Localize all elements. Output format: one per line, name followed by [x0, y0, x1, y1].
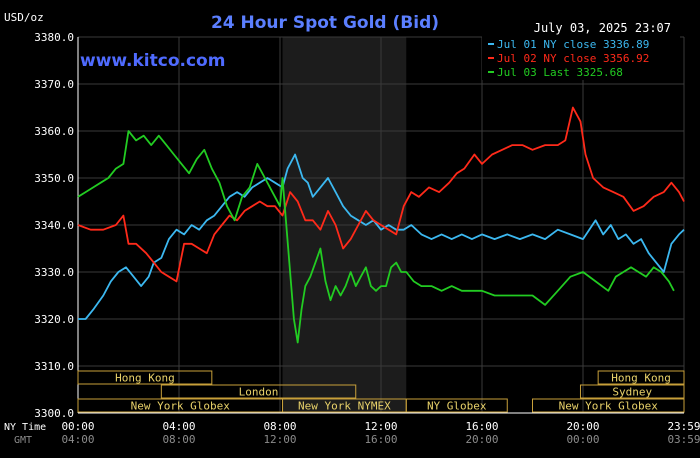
x-tick-label: 00:00 [61, 420, 94, 433]
legend-entry: Jul 02 NY close 3356.92 [497, 52, 649, 65]
x-row-name: GMT [14, 435, 32, 446]
x-tick-label: 04:00 [162, 420, 195, 433]
x-tick-label: 08:00 [162, 433, 195, 446]
session-label: NY Globex [427, 400, 487, 413]
session-label: Sydney [612, 386, 652, 399]
grid-lines [77, 36, 685, 414]
session-label: New York Globex [559, 400, 659, 413]
x-tick-label: 20:00 [566, 420, 599, 433]
session-label: London [239, 386, 279, 399]
x-tick-label: 03:59 [667, 433, 700, 446]
session-box [597, 370, 685, 385]
x-tick-label: 12:00 [364, 420, 397, 433]
legend-background [482, 36, 680, 80]
session-box [77, 370, 213, 385]
y-tick-label: 3340.0 [34, 219, 74, 232]
y-tick-label: 3380.0 [34, 31, 74, 44]
x-tick-label: 20:00 [465, 433, 498, 446]
x-axis-rows: NY Time 00:00 04:00 08:00 12:00 16:00 20:00 23:… [4, 420, 700, 446]
x-tick-label: 04:00 [61, 433, 94, 446]
session-label: Hong Kong [115, 372, 175, 385]
y-tick-label: 3330.0 [34, 266, 74, 279]
x-tick-label: 00:00 [566, 433, 599, 446]
series-line-1 [78, 153, 685, 320]
timestamp: July 03, 2025 23:07 [534, 21, 671, 35]
series-lines [77, 106, 685, 344]
y-tick-label: 3350.0 [34, 172, 74, 185]
x-tick-label: 16:00 [364, 433, 397, 446]
x-tick-label: 08:00 [263, 420, 296, 433]
y-tick-label: 3360.0 [34, 125, 74, 138]
x-tick-label: 16:00 [465, 420, 498, 433]
y-tick-label: 3310.0 [34, 360, 74, 373]
session-label: New York Globex [131, 400, 231, 413]
unit-label: USD/oz [4, 11, 44, 24]
session-box [532, 398, 685, 413]
watermark-link[interactable]: www.kitco.com [80, 51, 225, 71]
session-box [579, 384, 685, 399]
legend-entry: Jul 01 NY close 3336.89 [497, 38, 649, 51]
x-row-name: NY Time [4, 422, 46, 433]
x-tick-label: 23:59 [667, 420, 700, 433]
y-tick-labels: 3300.0 3310.0 3320.0 3330.0 3340.0 3350.0 3360… [34, 31, 74, 420]
chart-title: 24 Hour Spot Gold (Bid) [211, 13, 439, 33]
x-tick-label: 12:00 [263, 433, 296, 446]
legend-entry: Jul 03 Last 3325.68 [497, 66, 623, 79]
session-box [405, 398, 508, 413]
series-line-2 [77, 106, 685, 283]
y-tick-label: 3370.0 [34, 78, 74, 91]
series-line-3 [77, 130, 675, 344]
session-box [160, 384, 357, 399]
y-tick-label: 3320.0 [34, 313, 74, 326]
y-tick-label: 3300.0 [34, 407, 74, 420]
session-label: Hong Kong [611, 372, 671, 385]
session-label: New York NYMEX [298, 400, 391, 413]
